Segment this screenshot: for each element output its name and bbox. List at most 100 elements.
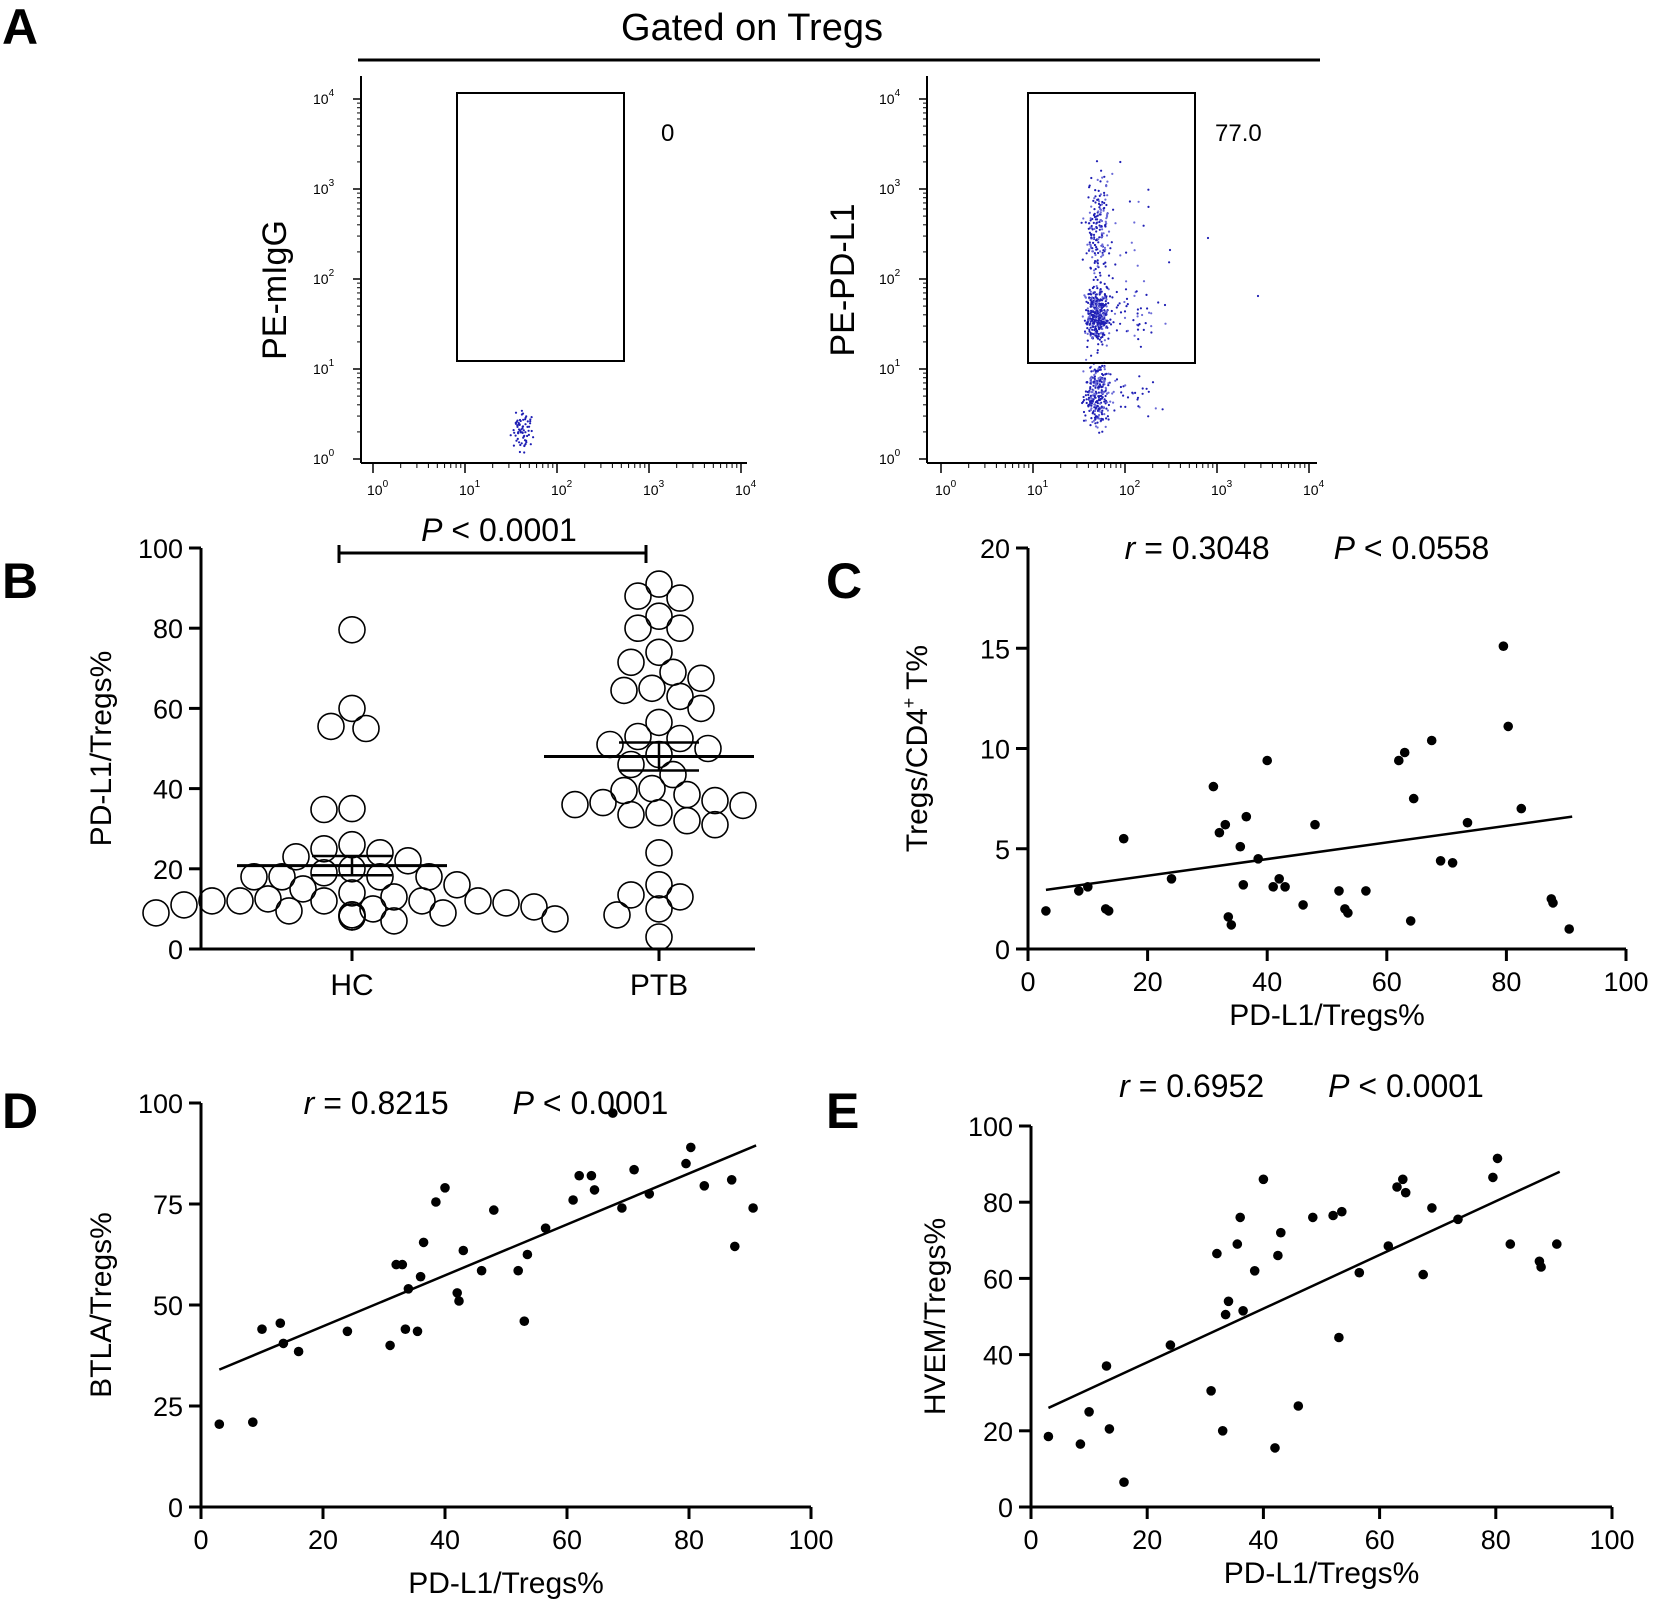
flow-event-dot [1102, 262, 1105, 265]
flow-event-dot [1136, 315, 1139, 318]
data-point [380, 883, 408, 911]
data-point [645, 838, 673, 867]
flow-event-dot [521, 427, 524, 430]
flow-event-dot [1107, 418, 1110, 421]
flow-event-dot [1092, 241, 1095, 244]
flow-event-dot [1097, 398, 1101, 401]
flow-event-dot [1098, 302, 1101, 305]
flow-event-dot [1097, 189, 1100, 192]
flow-event-dot [518, 441, 521, 444]
flow-event-dot [1093, 319, 1096, 322]
flow-event-dot [524, 431, 527, 434]
flow-event-dot [1105, 372, 1108, 375]
data-point [1074, 886, 1084, 896]
flow-event-dot [1093, 368, 1096, 371]
data-point [1564, 924, 1574, 934]
flow-event-dot [1093, 215, 1096, 219]
data-point [464, 887, 492, 915]
flow-event-dot [1089, 331, 1092, 334]
flow-event-dot [529, 443, 532, 446]
flow-event-dot [1103, 315, 1106, 318]
flow-event-dot [1111, 277, 1114, 280]
x-tick-label: 0 [1023, 1525, 1038, 1555]
flow-event-dot [1090, 391, 1093, 394]
y-tick-label: 10 [980, 735, 1010, 765]
data-point [248, 1417, 258, 1427]
data-point [254, 885, 282, 913]
y-tick-label: 100 [968, 1112, 1013, 1142]
flow-event-dot [1087, 227, 1090, 230]
flow-event-dot [1103, 282, 1106, 285]
flow-event-dot [1125, 305, 1128, 308]
flow-event-dot [1098, 220, 1101, 224]
data-point [1103, 906, 1114, 916]
data-point [1298, 900, 1308, 910]
y-tick-label: 50 [153, 1291, 183, 1321]
data-point [412, 1326, 423, 1337]
flow-event-dot [1098, 306, 1102, 309]
flow-event-dot [519, 419, 522, 423]
flow-event-dot [1141, 392, 1144, 395]
data-point [1101, 1361, 1112, 1371]
flow-event-dot [513, 431, 516, 434]
data-point [1280, 882, 1290, 892]
flow-event-dot [1100, 340, 1103, 343]
flow-event-dot [1090, 224, 1093, 228]
flow-event-dot [517, 421, 520, 425]
flow-event-dot [1106, 401, 1109, 404]
flow-event-dot [1106, 213, 1109, 216]
flow-event-dot [1104, 265, 1107, 268]
flow-event-dot [1101, 245, 1104, 248]
data-point [624, 582, 652, 610]
flow-event-dot [1126, 329, 1129, 332]
flow-event-dot [1134, 391, 1137, 394]
flow-event-dot [1093, 243, 1096, 247]
data-point [476, 1265, 487, 1276]
data-point [443, 870, 471, 899]
significance-label: P < 0.0001 [421, 512, 577, 548]
flow-event-dot [1082, 370, 1085, 373]
data-point [645, 923, 673, 951]
data-point [1548, 898, 1558, 908]
flow-event-dot [526, 420, 529, 423]
flow-y-tick-label: 104 [879, 88, 901, 107]
flow-x-tick-label: 102 [551, 479, 573, 498]
flow-event-dot [1112, 390, 1115, 393]
flow-event-dot [1099, 384, 1102, 387]
flow-event-dot [1093, 413, 1096, 416]
flow-event-dot [523, 451, 526, 454]
x-tick-label: 80 [674, 1525, 704, 1555]
flow-event-dot [1093, 373, 1096, 377]
flow-event-dot [1105, 203, 1108, 207]
flow-event-dot [1095, 383, 1098, 386]
flow-event-dot [1135, 290, 1138, 293]
gate-percentage: 77.0 [1215, 120, 1262, 147]
flow-event-dot [1090, 404, 1093, 407]
flow-event-dot [1145, 387, 1148, 390]
data-point [1223, 1296, 1234, 1307]
flow-event-dot [1094, 370, 1097, 373]
data-point [638, 674, 666, 703]
flow-event-dot [1096, 337, 1100, 340]
flow-event-dot [1095, 221, 1098, 224]
data-point [568, 1195, 578, 1205]
flow-event-dot [1095, 334, 1098, 337]
data-point [1400, 1187, 1411, 1198]
data-point [278, 1338, 289, 1349]
data-point [1214, 827, 1225, 838]
flow-event-dot [1145, 293, 1148, 296]
flow-event-dot [1112, 208, 1115, 211]
flow-event-dot [1094, 425, 1098, 428]
flow-event-dot [1098, 224, 1101, 227]
data-point [1249, 1266, 1260, 1276]
flow-event-dot [1096, 310, 1099, 313]
x-category-label: HC [330, 969, 373, 1002]
flow-event-dot [1102, 313, 1105, 316]
flow-event-dot [1096, 314, 1099, 317]
flow-event-dot [1102, 232, 1105, 235]
data-point [617, 1203, 627, 1213]
data-point [1217, 1426, 1228, 1436]
flow-event-dot [1098, 394, 1102, 398]
x-tick-label: 40 [430, 1525, 460, 1555]
flow-event-dot [1089, 382, 1092, 385]
